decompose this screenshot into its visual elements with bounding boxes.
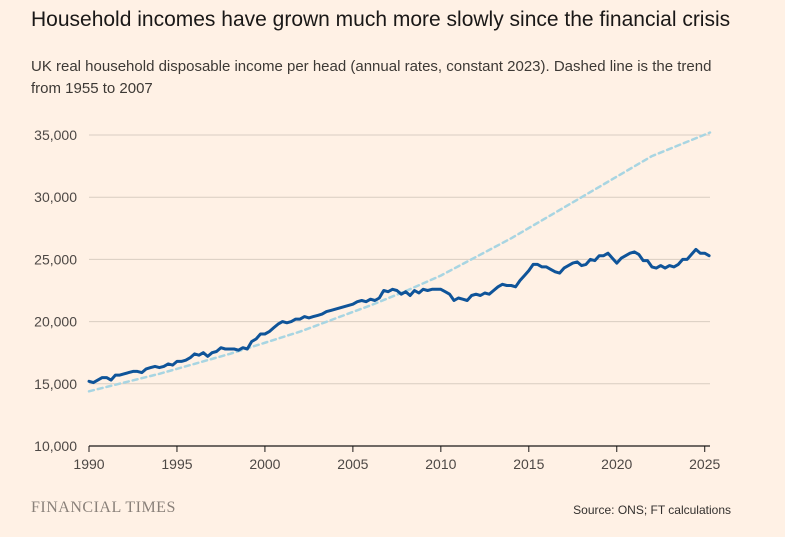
y-tick-label: 35,000 bbox=[34, 127, 77, 143]
x-tick-label: 1990 bbox=[73, 456, 104, 472]
y-tick-label: 25,000 bbox=[34, 251, 77, 267]
y-tick-label: 10,000 bbox=[34, 438, 77, 454]
x-axis-ticks: 1990 1995 2000 2005 2010 2015 2020 2025 bbox=[73, 446, 721, 472]
chart-title: Household incomes have grown much more s… bbox=[31, 8, 731, 31]
gridlines bbox=[89, 134, 710, 447]
income-series-line bbox=[87, 247, 711, 385]
x-tick-label: 2015 bbox=[513, 456, 544, 472]
x-tick-label: 2005 bbox=[337, 456, 368, 472]
x-tick-label: 2025 bbox=[689, 456, 720, 472]
y-tick-label: 15,000 bbox=[34, 376, 77, 392]
x-tick-label: 1995 bbox=[161, 456, 192, 472]
x-tick-label: 2010 bbox=[425, 456, 456, 472]
y-axis-ticks: 10,000 15,000 20,000 25,000 30,000 35,000 bbox=[34, 127, 77, 454]
series-lines bbox=[87, 131, 712, 393]
y-tick-label: 30,000 bbox=[34, 189, 77, 205]
ft-brand-logo: FINANCIAL TIMES bbox=[31, 499, 176, 516]
source-note: Source: ONS; FT calculations bbox=[573, 503, 731, 517]
x-tick-label: 2020 bbox=[601, 456, 632, 472]
x-tick-label: 2000 bbox=[249, 456, 280, 472]
chart-subtitle: UK real household disposable income per … bbox=[31, 58, 712, 97]
y-tick-label: 20,000 bbox=[34, 314, 77, 330]
